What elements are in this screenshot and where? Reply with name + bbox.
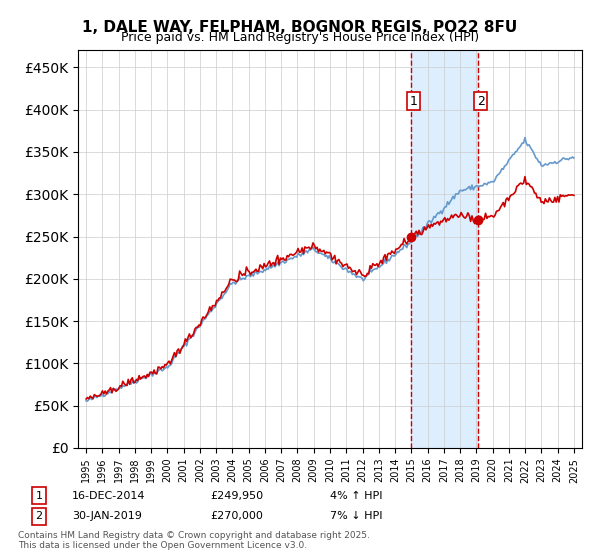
Text: £270,000: £270,000 (210, 511, 263, 521)
Text: 1: 1 (35, 491, 43, 501)
Text: 16-DEC-2014: 16-DEC-2014 (72, 491, 146, 501)
Text: Price paid vs. HM Land Registry's House Price Index (HPI): Price paid vs. HM Land Registry's House … (121, 31, 479, 44)
Text: 30-JAN-2019: 30-JAN-2019 (72, 511, 142, 521)
Text: 1, DALE WAY, FELPHAM, BOGNOR REGIS, PO22 8FU: 1, DALE WAY, FELPHAM, BOGNOR REGIS, PO22… (82, 20, 518, 35)
Text: 7% ↓ HPI: 7% ↓ HPI (330, 511, 383, 521)
Text: 1: 1 (410, 95, 418, 108)
Text: 2: 2 (35, 511, 43, 521)
Bar (410, 50, 478, 448)
Text: 2: 2 (477, 95, 485, 108)
Text: 4% ↑ HPI: 4% ↑ HPI (330, 491, 383, 501)
Text: £249,950: £249,950 (210, 491, 263, 501)
Text: Contains HM Land Registry data © Crown copyright and database right 2025.
This d: Contains HM Land Registry data © Crown c… (18, 530, 370, 550)
